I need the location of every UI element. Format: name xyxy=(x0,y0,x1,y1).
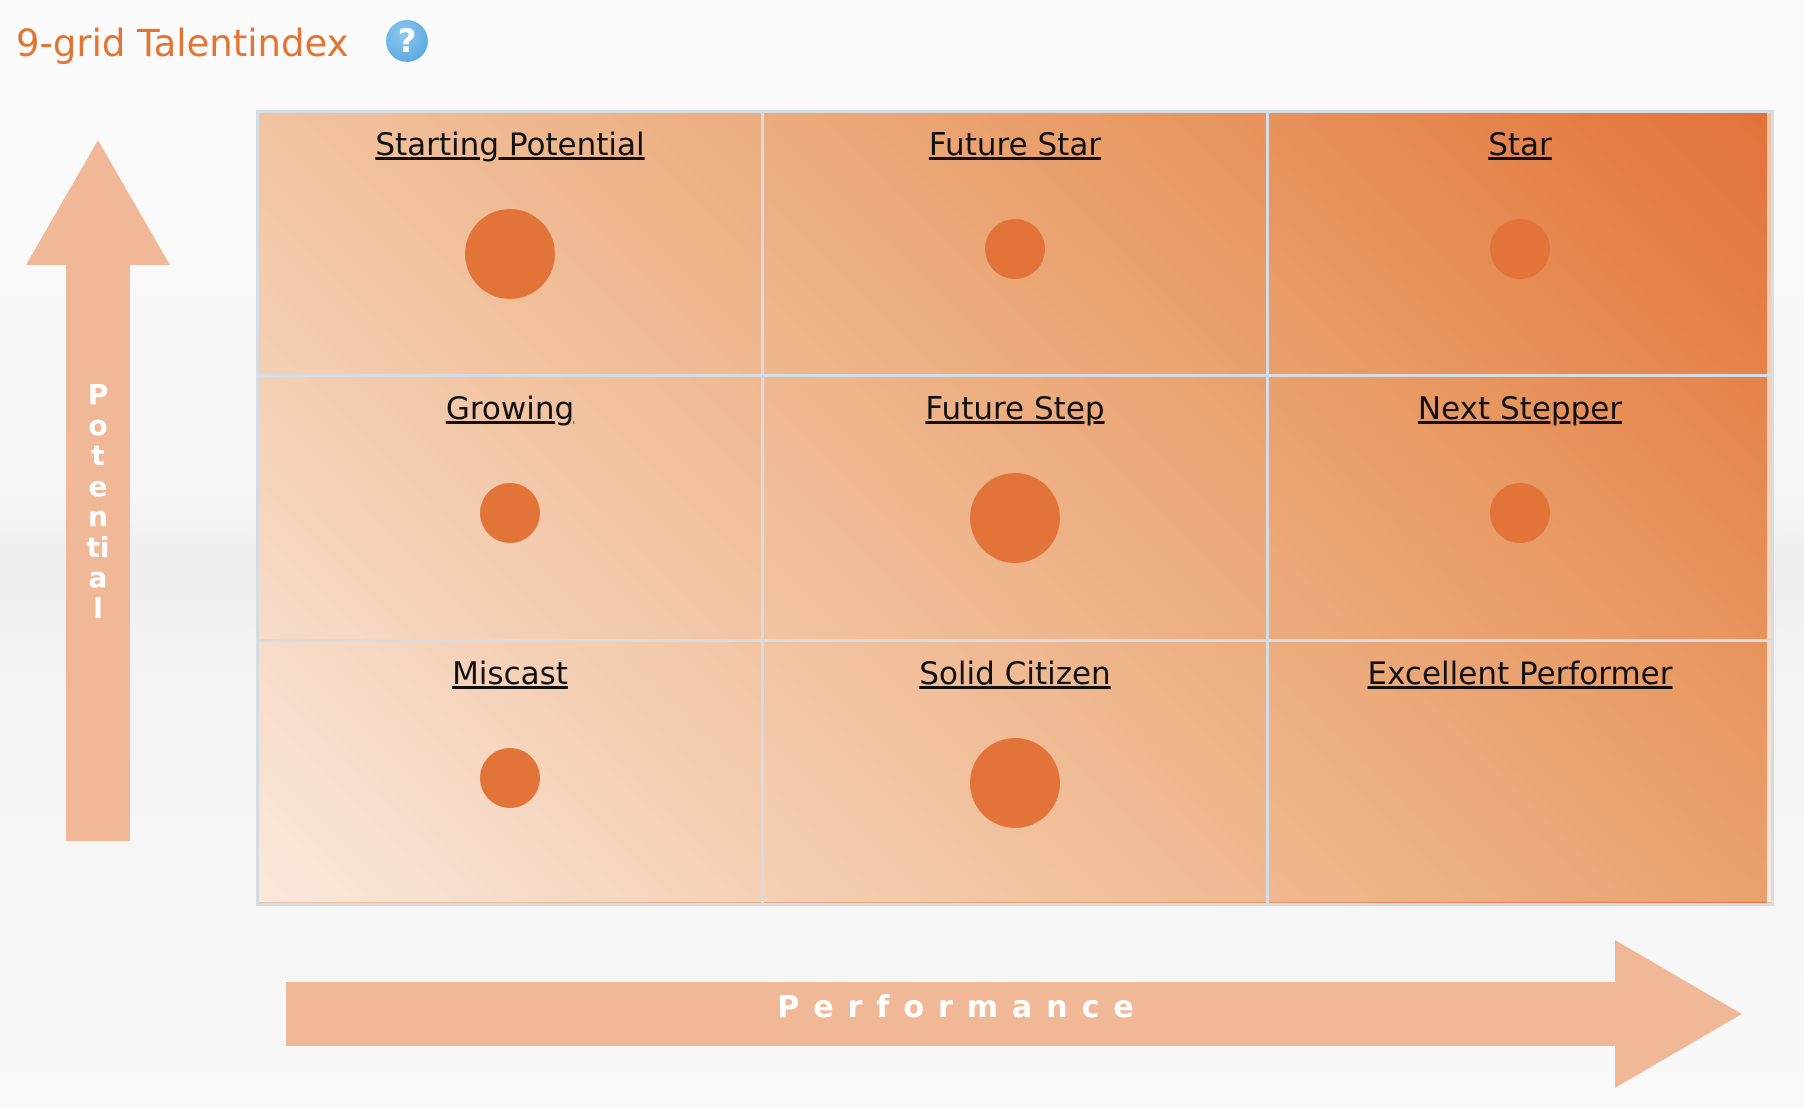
grid-cell-title[interactable]: Excellent Performer xyxy=(1367,655,1673,692)
grid-cell-title[interactable]: Star xyxy=(1488,127,1552,163)
nine-grid: Starting Potential Future Star Star Grow… xyxy=(256,110,1774,906)
help-glyph: ? xyxy=(397,22,417,60)
talent-dot[interactable] xyxy=(480,747,540,808)
x-axis-label: Performance xyxy=(777,990,1148,1025)
talent-dot[interactable] xyxy=(465,209,555,299)
talent-dot[interactable] xyxy=(480,483,540,544)
grid-cell-title[interactable]: Growing xyxy=(445,391,575,428)
grid-cell-excellent-performer[interactable]: Excellent Performer xyxy=(1269,641,1771,903)
grid-cell-title[interactable]: Next Stepper xyxy=(1417,391,1623,428)
talent-dot[interactable] xyxy=(970,737,1060,828)
grid-cell-next-stepper[interactable]: Next Stepper xyxy=(1269,377,1771,639)
talent-dot[interactable] xyxy=(1490,483,1550,544)
grid-cell-title[interactable]: Miscast xyxy=(452,655,568,692)
question-circle-icon[interactable]: ? xyxy=(386,20,428,62)
grid-cell-miscast[interactable]: Miscast xyxy=(259,641,761,903)
potential-arrow-icon xyxy=(26,140,170,841)
talent-dot[interactable] xyxy=(985,219,1045,279)
grid-cell-title[interactable]: Future Star xyxy=(928,127,1102,163)
grid-cell-title[interactable]: Starting Potential xyxy=(375,127,645,163)
grid-cell-future-star[interactable]: Future Star xyxy=(764,113,1266,375)
grid-cell-starting-potential[interactable]: Starting Potential xyxy=(259,113,761,375)
grid-cell-solid-citizen[interactable]: Solid Citizen xyxy=(764,641,1266,903)
performance-arrow-icon xyxy=(286,940,1742,1088)
grid-cell-growing[interactable]: Growing xyxy=(259,377,761,639)
grid-cell-title[interactable]: Solid Citizen xyxy=(919,655,1111,692)
grid-cell-future-step[interactable]: Future Step xyxy=(764,377,1266,639)
y-axis-label: Potential xyxy=(86,378,110,625)
talent-dot[interactable] xyxy=(970,473,1060,564)
grid-cell-title[interactable]: Future Step xyxy=(925,391,1105,428)
talent-dot[interactable] xyxy=(1490,219,1550,279)
page-title: 9-grid Talentindex xyxy=(16,22,349,65)
grid-cell-star[interactable]: Star xyxy=(1269,113,1771,375)
